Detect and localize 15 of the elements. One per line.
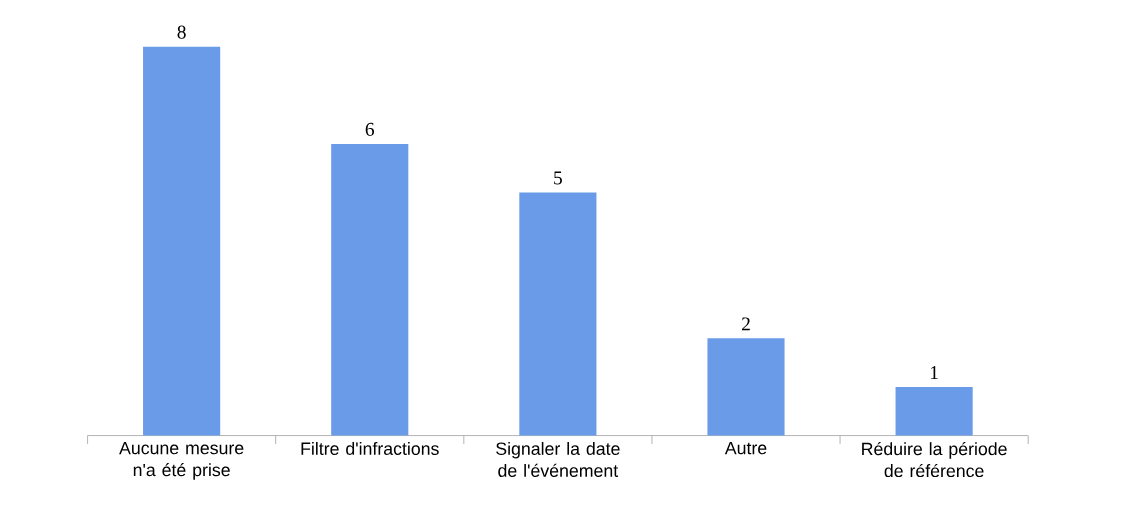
data-label: 1 [930,366,938,379]
x-tick-label: Filtre d'infractions [301,442,439,456]
data-label: 6 [365,122,375,136]
x-tick-label: Réduire la période de référence [862,442,1007,478]
data-label: 5 [554,171,562,185]
bar [895,387,973,436]
data-label: 8 [177,25,186,39]
bar [143,46,221,436]
bar [519,192,597,436]
x-tick-label: Aucune mesure n'a été prise [119,442,244,480]
bar [707,338,785,436]
x-tick-label: Autre [724,442,767,455]
bar [331,144,409,436]
x-tick-label: Signaler la date de l'événement [496,442,620,477]
data-label: 2 [741,317,750,331]
